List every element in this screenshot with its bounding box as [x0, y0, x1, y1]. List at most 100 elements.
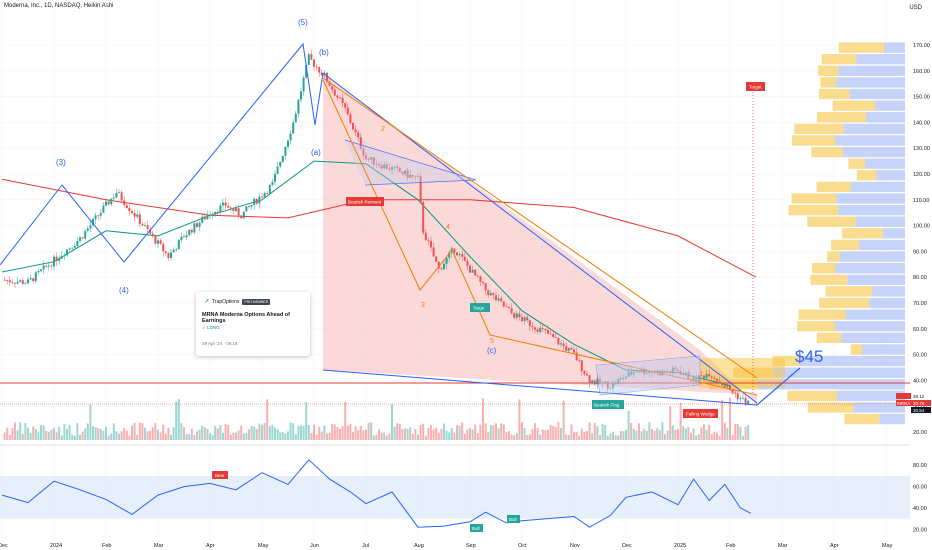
candle: [297, 99, 300, 114]
volume-bar: [651, 429, 653, 440]
candle: [318, 67, 321, 73]
volume-bar: [500, 423, 503, 440]
volume-bar: [518, 399, 521, 440]
volume-bar: [16, 430, 19, 440]
volume-bar: [37, 432, 40, 440]
volume-bar: [183, 427, 185, 440]
price-axis[interactable]: 170.00 160.00 150.00 140.00 130.00 120.00 110.…: [913, 43, 930, 436]
volume-profile-bar: [787, 390, 838, 402]
candle: [539, 327, 542, 332]
volume-bar: [476, 433, 479, 440]
volume-bar: [744, 426, 747, 440]
volume-bar: [73, 435, 76, 440]
candle: [341, 97, 344, 103]
candle: [573, 349, 575, 353]
time-axis[interactable]: Dec 2024 Feb Mar Apr May Jun Jul Aug Sep Oct Nov Dec…: [0, 543, 893, 549]
volume-bar: [469, 427, 471, 440]
candle: [120, 192, 123, 201]
candle: [523, 317, 526, 322]
volume-bar: [341, 426, 344, 440]
volume-bar: [531, 429, 534, 440]
rsi-bull-tag-1-bg: [470, 524, 483, 532]
candle: [167, 253, 170, 259]
volume-bar: [193, 434, 196, 440]
volume-bar: [138, 422, 141, 440]
volume-bar: [141, 423, 144, 440]
idea-title[interactable]: MRNA Moderna Options Ahead of Earnings: [202, 312, 290, 324]
candle: [554, 337, 557, 338]
volume-bar: [385, 435, 388, 440]
volume-bar: [261, 424, 263, 440]
volume-profile-bar: [855, 216, 905, 227]
ticker-tag-bg: [896, 400, 911, 406]
volume-bars: [3, 397, 750, 440]
candle: [443, 263, 445, 270]
idea-badge: PRO MEMBER: [242, 298, 271, 305]
candle: [385, 164, 388, 169]
candle: [60, 255, 63, 259]
volume-bar: [86, 423, 89, 440]
candle: [437, 261, 440, 269]
time-tick-label: Dec: [0, 543, 8, 549]
volume-bar: [331, 423, 334, 440]
price-tick-label: 90.00: [913, 249, 927, 255]
volume-bar: [89, 404, 92, 440]
candle: [198, 222, 201, 228]
volume-profile-bar: [819, 297, 870, 309]
volume-bar: [674, 429, 677, 440]
chart-title: Moderna, Inc., 1D, NASDAQ, Heikin Ashi: [4, 3, 114, 9]
trapoptions-logo-icon: ↗: [204, 299, 210, 305]
volume-bar: [170, 434, 172, 440]
volume-bar: [625, 429, 627, 440]
candle: [531, 326, 534, 328]
candle: [357, 132, 360, 138]
volume-bar: [640, 431, 643, 440]
volume-bar: [495, 423, 497, 440]
candle: [55, 256, 58, 262]
candle: [193, 223, 196, 233]
volume-bar: [352, 431, 354, 440]
volume-bar: [388, 433, 391, 440]
candle: [430, 240, 432, 248]
volume-bar: [190, 428, 193, 440]
candle: [245, 206, 248, 212]
price-tick-label: 80.00: [913, 275, 927, 281]
candle: [115, 192, 118, 198]
candle: [50, 265, 53, 267]
volume-bar: [492, 425, 495, 440]
volume-profile-bar: [772, 355, 800, 367]
volume-bar: [40, 425, 42, 440]
candle: [63, 255, 66, 257]
candle: [164, 251, 167, 254]
volume-bar: [453, 432, 456, 440]
volume-bar: [32, 426, 35, 440]
candle: [284, 146, 287, 156]
volume-bar: [417, 434, 419, 440]
candle: [339, 97, 341, 99]
candle: [513, 313, 516, 318]
candle: [229, 207, 232, 209]
volume-bar: [336, 427, 339, 440]
candle: [391, 167, 393, 170]
volume-bar: [539, 434, 542, 440]
idea-brand-name: TrapOptions: [212, 298, 240, 305]
volume-bar: [450, 427, 453, 440]
volume-bar: [726, 427, 729, 440]
candle: [112, 197, 115, 199]
volume-bar: [404, 428, 406, 440]
volume-profile-bar: [837, 390, 905, 402]
candle: [500, 298, 503, 302]
volume-bar: [609, 433, 612, 440]
volume-bar: [710, 433, 713, 440]
candle: [16, 281, 19, 284]
candle: [562, 343, 565, 347]
candle: [567, 348, 570, 351]
volume-bar: [229, 434, 232, 440]
idea-card[interactable]: ↗ TrapOptions PRO MEMBER MRNA Moderna Op…: [196, 292, 310, 356]
volume-profile-bar: [875, 100, 905, 111]
volume-bar: [211, 435, 214, 440]
volume-bar: [310, 433, 313, 440]
volume-bar: [474, 424, 477, 440]
candle: [510, 308, 513, 314]
